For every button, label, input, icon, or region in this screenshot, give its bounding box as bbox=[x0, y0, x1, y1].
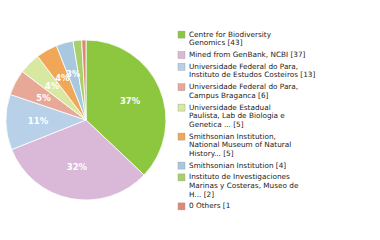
legend-entry: Smithsonian Institution [4] bbox=[189, 161, 286, 170]
legend: Centre for BiodiversityGenomics [43] Mine… bbox=[178, 30, 315, 211]
slice bbox=[73, 40, 86, 120]
slices bbox=[6, 40, 166, 200]
slice-label: 5% bbox=[36, 93, 51, 103]
legend-entry: Centre for BiodiversityGenomics [43] bbox=[189, 30, 272, 48]
slice-label: 37% bbox=[120, 96, 141, 106]
slice-labels: 37%32%11%5%4%4%3% bbox=[28, 69, 141, 172]
legend-swatch bbox=[178, 104, 185, 111]
legend-entry: Mined from GenBank, NCBI [37] bbox=[189, 50, 306, 59]
legend-entry: Smithsonian Institution,National Museum … bbox=[189, 132, 291, 158]
slice-label: 32% bbox=[67, 162, 88, 172]
legend-swatch bbox=[178, 203, 185, 210]
legend-swatch bbox=[178, 31, 185, 38]
legend-entry: Instituto de InvestigacionesMarinas y Co… bbox=[189, 172, 299, 198]
legend-swatch bbox=[178, 174, 185, 181]
legend-swatch bbox=[178, 84, 185, 91]
legend-entry: Universidade Federal do Para,Campus Brag… bbox=[189, 82, 298, 100]
legend-entry: Universidade EstadualPaulista, Lab de Bi… bbox=[189, 103, 285, 129]
legend-swatch bbox=[178, 52, 185, 59]
slice-label: 3% bbox=[66, 69, 81, 79]
legend-swatch bbox=[178, 63, 185, 70]
slice bbox=[82, 40, 86, 120]
legend-entry: Universidade Federal do Para,Instituto d… bbox=[189, 62, 315, 80]
legend-swatch bbox=[178, 133, 185, 140]
slice-label: 11% bbox=[28, 116, 49, 126]
chart: 37%32%11%5%4%4%3%Centre for Biodiversity… bbox=[0, 0, 380, 240]
legend-entry: 0 Others [1 bbox=[189, 201, 230, 210]
legend-swatch bbox=[178, 162, 185, 169]
